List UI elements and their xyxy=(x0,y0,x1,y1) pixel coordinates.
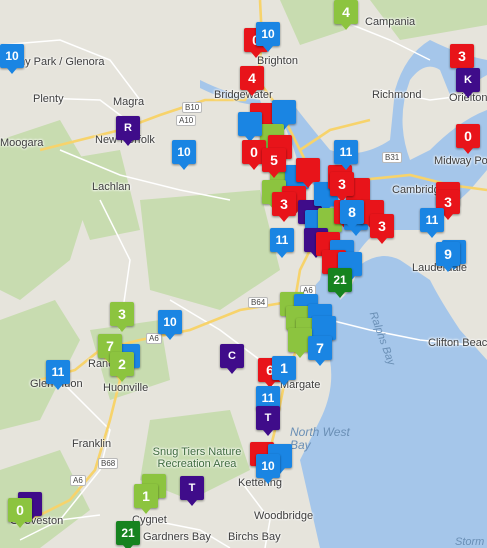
place-label: Lachlan xyxy=(92,181,131,193)
road-shield: A6 xyxy=(146,333,162,344)
place-label: Kettering xyxy=(238,477,283,489)
place-label: North West Bay xyxy=(290,425,350,452)
map-marker[interactable]: 11 xyxy=(46,360,70,390)
map-marker[interactable]: 9 xyxy=(436,242,460,272)
place-label: Bridgewater xyxy=(214,89,273,101)
map-marker[interactable]: 3 xyxy=(272,192,296,222)
road-shield: B64 xyxy=(248,297,269,308)
place-label: Storm Bay xyxy=(455,536,487,548)
map-marker[interactable]: 4 xyxy=(240,66,264,96)
map-marker[interactable]: 8 xyxy=(340,200,364,230)
place-label: Campania xyxy=(365,16,416,28)
map-marker[interactable]: R xyxy=(116,116,140,146)
map-marker[interactable]: 10 xyxy=(158,310,182,340)
place-label: Richmond xyxy=(372,89,422,101)
place-label: Cygnet xyxy=(132,514,167,526)
map-marker[interactable]: 0 xyxy=(456,124,480,154)
map-marker[interactable]: 11 xyxy=(270,228,294,258)
place-label: Cambridge xyxy=(392,184,446,196)
map-marker[interactable] xyxy=(272,100,296,130)
map-marker[interactable]: 21 xyxy=(116,521,140,548)
road-shield: A6 xyxy=(70,475,86,486)
place-label: Midway Point xyxy=(434,155,487,167)
map-marker[interactable]: 11 xyxy=(334,140,358,170)
map-marker[interactable]: 5 xyxy=(262,148,286,178)
road-shield: B10 xyxy=(182,102,203,113)
map-marker[interactable]: 1 xyxy=(272,356,296,386)
place-label: Margate xyxy=(280,379,321,391)
map-marker[interactable]: 1 xyxy=(134,484,158,514)
place-label: Clifton Beach xyxy=(428,337,487,349)
map-marker[interactable]: 21 xyxy=(328,268,352,298)
place-label: Huonville xyxy=(103,382,149,394)
place-label: Brighton xyxy=(257,55,298,67)
place-label: Snug Tiers Nature Recreation Area xyxy=(152,446,242,470)
map-marker[interactable]: 4 xyxy=(334,0,358,30)
map-marker[interactable] xyxy=(238,112,262,142)
map-marker[interactable]: 2 xyxy=(110,352,134,382)
map-marker[interactable]: 0 xyxy=(8,498,32,528)
water-areas xyxy=(200,40,487,548)
map-marker[interactable]: T xyxy=(256,406,280,436)
place-label: Bushy Park / Glenora xyxy=(0,56,105,68)
road-shield: B31 xyxy=(382,152,403,163)
road-shield: A10 xyxy=(176,115,197,126)
map-marker[interactable]: 10 xyxy=(0,44,24,74)
map-marker[interactable]: 10 xyxy=(256,22,280,52)
place-label: Woodbridge xyxy=(254,510,314,522)
road-shield: B68 xyxy=(98,458,119,469)
map-marker[interactable]: 10 xyxy=(256,454,280,484)
place-label: Magra xyxy=(113,96,145,108)
place-label: Moogara xyxy=(0,137,44,149)
map-marker[interactable]: 3 xyxy=(370,214,394,244)
place-label: Franklin xyxy=(72,438,112,450)
map-marker[interactable]: T xyxy=(180,476,204,506)
place-label: Orielton xyxy=(449,92,487,104)
map-marker[interactable]: 3 xyxy=(110,302,134,332)
map-marker[interactable]: 10 xyxy=(172,140,196,170)
place-label: Birchs Bay xyxy=(228,531,281,543)
map-marker[interactable]: 3 xyxy=(450,44,474,74)
minor-roads xyxy=(0,19,471,548)
map-marker[interactable]: 3 xyxy=(330,172,354,202)
place-label: Gardners Bay xyxy=(143,531,211,543)
map-marker[interactable] xyxy=(296,158,320,188)
map-marker[interactable]: 11 xyxy=(420,208,444,238)
place-label: Plenty xyxy=(33,93,64,105)
map-marker[interactable]: K xyxy=(456,68,480,98)
map-marker[interactable]: C xyxy=(220,344,244,374)
map-marker[interactable]: 7 xyxy=(308,336,332,366)
